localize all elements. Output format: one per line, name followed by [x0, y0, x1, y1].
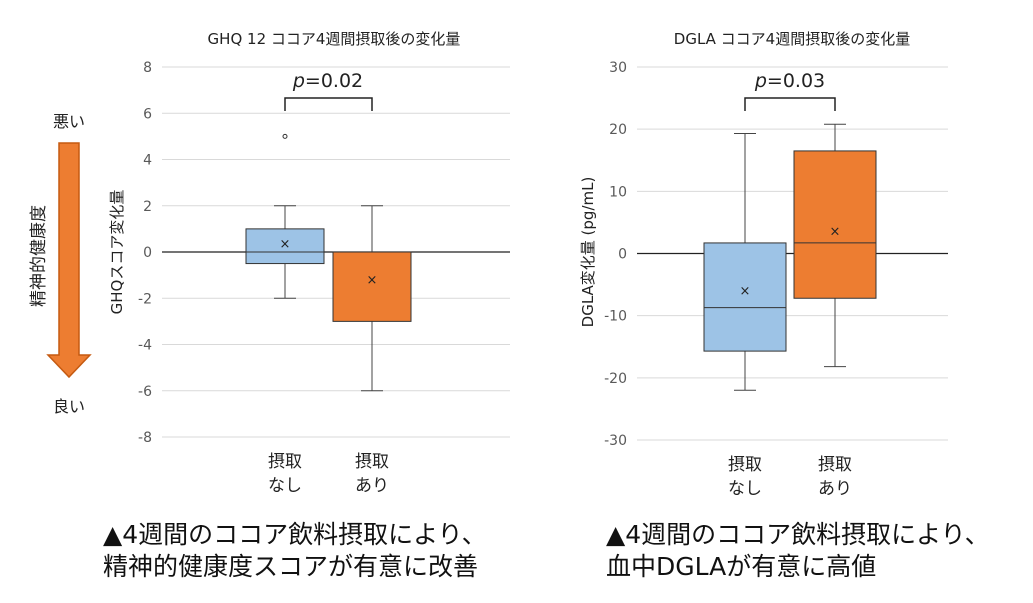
y-tick-label: 8 — [143, 60, 152, 76]
box-treatment: × — [332, 205, 412, 392]
box-control: × — [703, 133, 787, 391]
y-tick-label: -4 — [138, 338, 152, 354]
outlier-point — [282, 133, 288, 139]
caption-right: ▲4週間のココア飲料摂取により、 血中DGLAが有意に高値 — [606, 519, 990, 583]
p-symbol: p — [292, 70, 305, 92]
iqr-box — [703, 242, 787, 352]
caption-right-line2: 血中DGLAが有意に高値 — [606, 552, 877, 581]
health-indicator: 悪い 精神的健康度 良い — [29, 112, 92, 416]
ghq-chart: GHQ 12 ココア4週間摂取後の変化量 GHQスコア変化量 -8 -6 -4 -2 0 2 4… — [108, 30, 510, 496]
p-value-label: p=0.03 — [754, 70, 825, 92]
indicator-axis-label: 精神的健康度 — [29, 205, 49, 307]
chart-title: GHQ 12 ココア4週間摂取後の変化量 — [208, 30, 461, 48]
y-tick-label: -30 — [604, 433, 627, 449]
mean-marker: × — [367, 273, 378, 288]
y-tick-label: -2 — [138, 291, 152, 307]
y-tick-label: -10 — [604, 309, 627, 325]
x-category-label: あり — [355, 476, 389, 496]
indicator-bottom-label: 良い — [53, 397, 85, 416]
mean-marker: × — [830, 225, 841, 240]
caption-left: ▲4週間のココア飲料摂取により、 精神的健康度スコアが有意に改善 — [103, 519, 487, 583]
box-control: × — [245, 133, 325, 299]
y-tick-label: 0 — [143, 245, 152, 261]
y-axis-label: DGLA変化量 (pg/mL) — [579, 177, 597, 328]
x-category-label: 摂取 — [268, 452, 302, 472]
down-arrow-icon — [46, 142, 92, 379]
iqr-box — [793, 150, 877, 299]
x-category-label: 摂取 — [728, 455, 762, 475]
p-value-label: p=0.02 — [292, 70, 363, 92]
x-category-label: あり — [818, 479, 852, 499]
x-category-label: なし — [728, 479, 762, 499]
y-tick-label: 6 — [143, 106, 152, 122]
y-tick-label: -6 — [138, 384, 152, 400]
y-tick-label: 10 — [609, 184, 627, 200]
y-tick-label: 30 — [609, 60, 627, 76]
x-category-label: なし — [268, 476, 302, 496]
significance-bracket — [284, 97, 373, 111]
caption-left-line1: ▲4週間のココア飲料摂取により、 — [103, 520, 487, 549]
iqr-box — [245, 228, 325, 265]
p-value: =0.02 — [305, 70, 363, 92]
mean-marker: × — [740, 284, 751, 299]
y-tick-label: -8 — [138, 430, 152, 446]
indicator-top-label: 悪い — [53, 112, 85, 131]
y-tick-label: 4 — [143, 153, 152, 169]
chart-title: DGLA ココア4週間摂取後の変化量 — [674, 30, 910, 48]
box-treatment: × — [793, 123, 877, 368]
y-tick-label: -20 — [604, 371, 627, 387]
caption-right-line1: ▲4週間のココア飲料摂取により、 — [606, 520, 990, 549]
significance-bracket — [744, 97, 836, 111]
x-category-label: 摂取 — [355, 452, 389, 472]
y-tick-label: 2 — [143, 199, 152, 215]
x-category-label: 摂取 — [818, 455, 852, 475]
y-tick-label: 0 — [618, 247, 627, 263]
y-axis-label: GHQスコア変化量 — [108, 190, 126, 315]
caption-left-line2: 精神的健康度スコアが有意に改善 — [103, 552, 479, 581]
mean-marker: × — [280, 237, 291, 252]
iqr-box — [332, 251, 412, 322]
p-value: =0.03 — [767, 70, 825, 92]
dgla-chart: DGLA ココア4週間摂取後の変化量 DGLA変化量 (pg/mL) -30 -20 -… — [579, 30, 948, 499]
y-tick-label: 20 — [609, 122, 627, 138]
p-symbol: p — [754, 70, 767, 92]
